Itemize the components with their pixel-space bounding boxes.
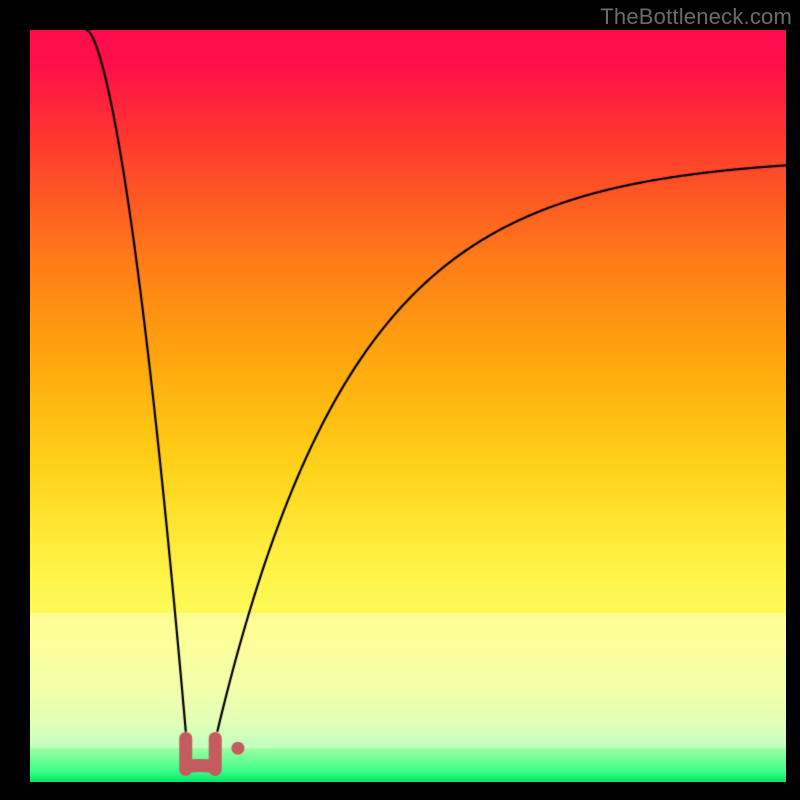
plot-area — [30, 30, 786, 782]
watermark-text: TheBottleneck.com — [600, 4, 792, 30]
gradient-and-curves-canvas — [30, 30, 786, 782]
